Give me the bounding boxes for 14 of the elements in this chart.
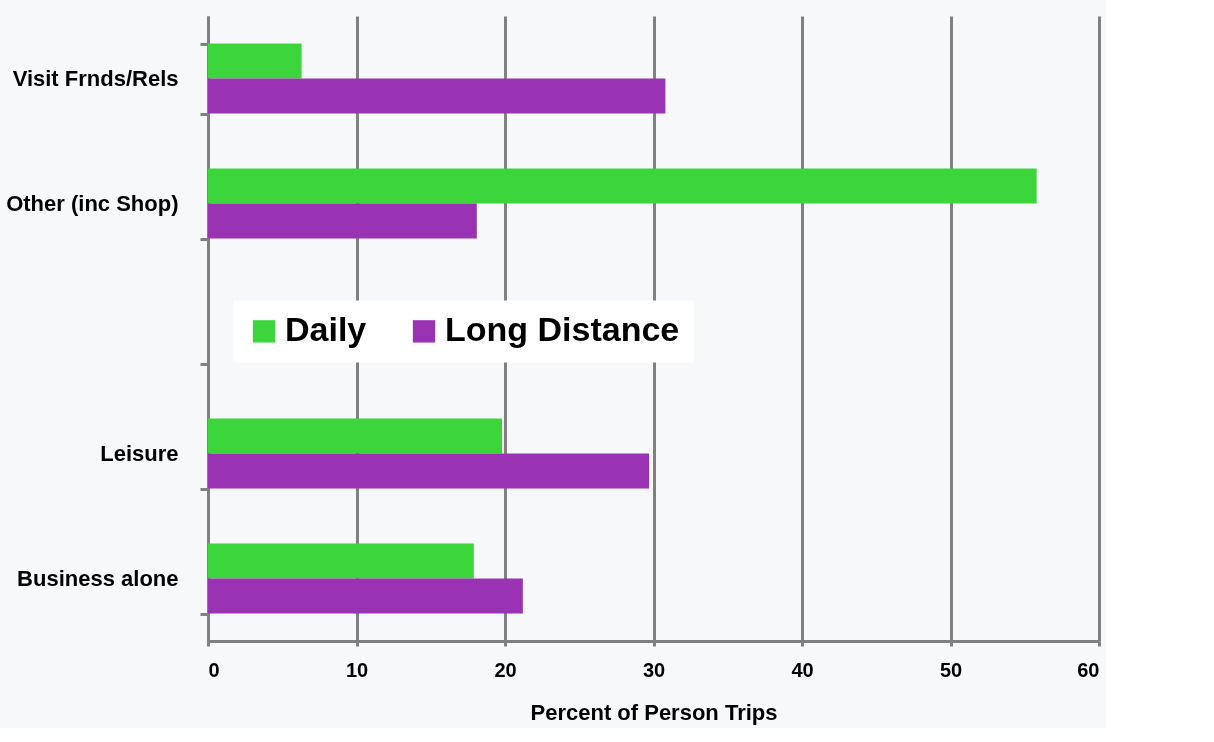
x-tick-label: 30 bbox=[642, 658, 666, 681]
x-tick-label: 20 bbox=[494, 658, 517, 681]
y-tick-label: Business alone bbox=[17, 566, 179, 591]
y-tick-label: Leisure bbox=[100, 441, 179, 466]
x-tick-label: 60 bbox=[1077, 658, 1100, 681]
y-tick-label: Other (inc Shop) bbox=[6, 191, 179, 216]
x-tick-label: 10 bbox=[345, 658, 369, 681]
x-tick-label: 50 bbox=[939, 658, 963, 681]
x-axis-title: Percent of Person Trips bbox=[530, 699, 778, 725]
x-tick-label: 0 bbox=[208, 658, 220, 681]
legend-label: Daily bbox=[285, 310, 367, 349]
x-tick-label: 40 bbox=[791, 658, 814, 681]
legend-label: Long Distance bbox=[445, 310, 680, 349]
y-tick-label: Visit Frnds/Rels bbox=[12, 66, 179, 91]
